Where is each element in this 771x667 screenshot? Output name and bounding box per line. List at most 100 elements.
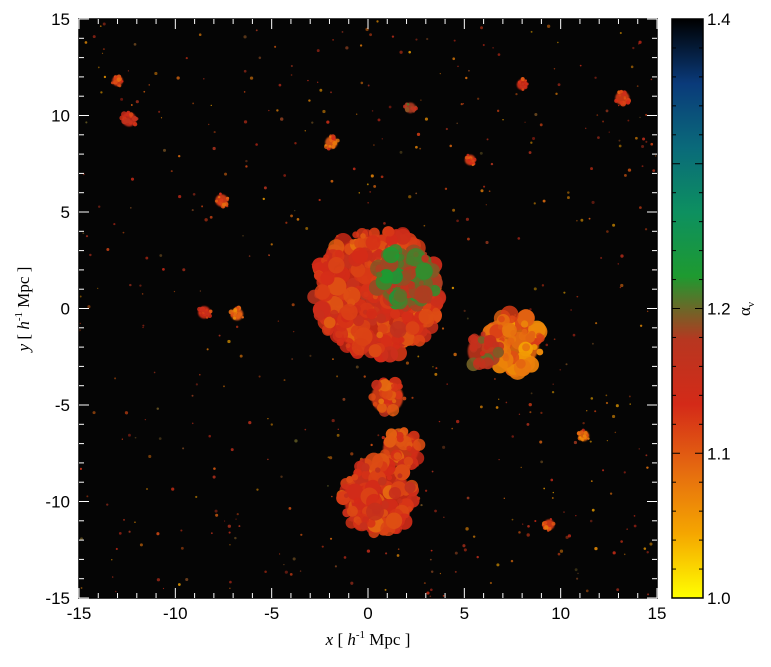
speckle <box>195 383 198 386</box>
speckle <box>442 445 446 449</box>
clump-7 <box>336 452 420 539</box>
clump-blob <box>343 286 361 305</box>
speckle <box>111 576 114 578</box>
speckle <box>420 503 423 507</box>
y-axis-var: y <box>14 343 33 353</box>
speckle <box>565 363 568 366</box>
speckle <box>159 254 163 257</box>
speckle <box>243 35 247 39</box>
speckle <box>419 147 422 150</box>
speckle <box>529 411 532 414</box>
speckle <box>420 99 422 101</box>
x-tick-label: -5 <box>264 604 279 623</box>
clump-blob <box>479 350 485 356</box>
clump-blob <box>361 470 371 480</box>
speckle <box>602 120 605 123</box>
speckle <box>490 162 494 166</box>
clump-blob <box>377 476 387 486</box>
speckle <box>134 436 137 439</box>
speckle <box>638 43 640 45</box>
speckle <box>540 411 543 414</box>
clump-blob <box>205 309 208 312</box>
speckle <box>530 141 533 144</box>
speckle <box>377 434 380 437</box>
clump-blob <box>121 111 128 118</box>
clump-blob <box>477 336 486 344</box>
speckle <box>86 495 89 498</box>
clump-blob <box>332 140 338 146</box>
clump-blob <box>378 379 392 392</box>
clump-blob <box>413 438 426 451</box>
speckle <box>142 326 144 329</box>
speckle <box>649 542 653 546</box>
speckle <box>453 39 456 42</box>
speckle <box>318 198 321 202</box>
speckle <box>209 215 213 219</box>
speckle <box>130 177 135 181</box>
speckle <box>129 283 132 287</box>
speckle <box>609 492 613 495</box>
speckle <box>580 218 584 222</box>
speckle <box>619 31 622 35</box>
clump-blob <box>385 512 403 529</box>
speckle <box>299 570 302 572</box>
speckle <box>534 519 537 523</box>
clump-blob <box>413 251 419 258</box>
speckle <box>156 578 161 582</box>
speckle <box>156 532 160 536</box>
speckle <box>589 519 593 523</box>
colorbar-label-main: α <box>735 307 754 316</box>
speckle <box>106 247 110 251</box>
clump-blob <box>580 437 584 441</box>
speckle <box>139 284 142 287</box>
speckle <box>79 467 83 471</box>
speckle <box>582 421 585 425</box>
clump-blob <box>472 357 486 371</box>
clump-blob <box>396 383 403 390</box>
speckle <box>290 64 293 68</box>
clump-blob <box>521 88 525 91</box>
speckle <box>274 45 277 48</box>
speckle <box>606 439 609 442</box>
speckle <box>292 557 296 561</box>
clump-blob <box>323 254 329 261</box>
speckle <box>352 167 356 171</box>
speckle <box>570 309 573 311</box>
speckle <box>456 122 458 125</box>
speckle <box>452 57 456 61</box>
speckle <box>526 422 530 426</box>
speckle <box>215 513 219 517</box>
speckle <box>176 76 180 80</box>
clump-blob <box>393 288 408 303</box>
speckle <box>332 358 334 361</box>
speckle <box>588 217 591 220</box>
clump-blob <box>520 320 529 328</box>
x-tick-label: 10 <box>551 604 570 623</box>
speckle <box>114 377 117 380</box>
speckle <box>451 427 454 430</box>
speckle <box>408 50 411 54</box>
axis-layer: -15 -10 -5 0 5 10 15 -15 -10 -5 0 5 10 15 <box>45 10 666 623</box>
speckle <box>373 184 377 188</box>
clump-blob <box>390 383 399 392</box>
speckle <box>430 549 433 552</box>
clump-blob <box>403 456 414 467</box>
speckle <box>170 170 173 173</box>
speckle <box>127 70 130 72</box>
speckle <box>460 103 463 106</box>
speckle <box>397 548 400 550</box>
speckle <box>195 495 198 499</box>
y-tick-label: 5 <box>61 203 70 222</box>
speckle <box>453 352 457 357</box>
clump-blob <box>521 328 528 335</box>
colorbar-tick-label: 1.1 <box>707 444 731 463</box>
clump-blob <box>199 306 206 312</box>
speckle <box>496 563 500 567</box>
speckle <box>518 531 521 534</box>
speckle <box>227 524 232 528</box>
speckle <box>267 417 269 420</box>
speckle <box>383 222 386 225</box>
speckle <box>370 174 374 178</box>
speckle <box>495 406 499 409</box>
speckle <box>304 428 307 431</box>
